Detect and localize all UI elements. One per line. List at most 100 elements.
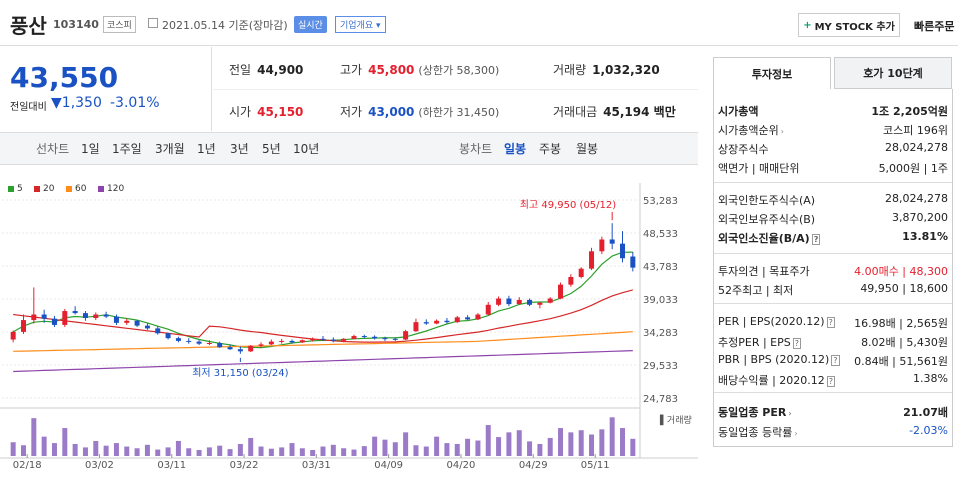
volume-bar: [558, 428, 564, 456]
chevron-right-icon[interactable]: ›: [780, 127, 784, 136]
invest-info-label: 추정PER | EPS?: [718, 336, 801, 349]
candle-body: [155, 328, 161, 334]
invest-info-row[interactable]: 동일업종 PER › 21.07배: [718, 404, 948, 420]
tab-weekly[interactable]: 주봉: [539, 142, 562, 156]
candle-body: [72, 311, 78, 314]
invest-info-row: 시가총액 1조 2,205억원: [718, 103, 948, 119]
volume-bar: [568, 432, 574, 456]
invest-info-label: 배당수익률 | 2020.12?: [718, 374, 836, 387]
tab-3m[interactable]: 3개월: [155, 142, 185, 156]
y-tick-label: 43,783: [643, 262, 678, 273]
tab-invest-info[interactable]: 투자정보: [713, 57, 831, 89]
candle-body: [475, 314, 481, 320]
volume-bar: [279, 447, 285, 456]
candle-body: [186, 340, 192, 342]
help-icon[interactable]: ?: [792, 338, 801, 349]
stat-high: 고가 45,800 (상한가 58,300): [340, 63, 500, 77]
tab-1y[interactable]: 1년: [197, 142, 216, 156]
volume-bar: [599, 429, 605, 456]
candle-body: [547, 298, 553, 303]
help-icon[interactable]: ?: [831, 355, 840, 366]
volume-bar: [372, 436, 378, 456]
ma-line-60: [13, 331, 633, 352]
help-icon[interactable]: ?: [826, 317, 835, 328]
stat-open: 시가 45,150: [229, 105, 304, 119]
change-percent: -3.01%: [110, 95, 160, 111]
volume-bar: [227, 449, 233, 456]
tab-10y[interactable]: 10년: [293, 142, 320, 156]
invest-info-value: 28,024,278: [885, 141, 948, 154]
realtime-button[interactable]: 실시간: [294, 16, 327, 33]
candle-body: [485, 304, 491, 315]
candle-body: [330, 339, 336, 341]
company-info-dropdown[interactable]: 기업개요 ▾: [335, 16, 386, 33]
volume-bar: [62, 428, 68, 456]
invest-info-value: 3,870,200: [892, 211, 948, 224]
volume-bar: [423, 446, 429, 456]
tab-3y[interactable]: 3년: [230, 142, 249, 156]
candle-body: [320, 338, 326, 340]
candle-body: [434, 320, 440, 324]
volume-bar: [144, 444, 150, 456]
candle-body: [578, 268, 584, 277]
y-tick-label: 39,033: [643, 295, 678, 306]
stock-code: 103140: [53, 18, 99, 31]
candle-body: [568, 276, 574, 285]
y-tick-label: 29,533: [643, 361, 678, 372]
invest-info-label: 상장주식수: [718, 143, 769, 156]
volume-bar: [506, 432, 512, 456]
invest-info-label: PER | EPS(2020.12)?: [718, 315, 835, 328]
tab-5y[interactable]: 5년: [262, 142, 281, 156]
legend-ma20: 20: [34, 184, 54, 194]
tab-monthly[interactable]: 월봉: [576, 142, 599, 156]
y-tick-label: 24,783: [643, 394, 678, 405]
candle-body: [289, 340, 295, 343]
x-tick-label: 03/22: [230, 460, 259, 471]
invest-info-row[interactable]: 시가총액순위 › 코스피 196위: [718, 122, 948, 138]
volume-bar: [413, 445, 419, 456]
volume-bar: [630, 438, 636, 456]
volume-bar: [10, 442, 16, 456]
volume-bar: [578, 430, 584, 456]
add-mystock-button[interactable]: + MY STOCK 추가: [798, 13, 900, 37]
volume-bar: [124, 446, 130, 456]
volume-bar: [475, 440, 481, 456]
stat-amount: 거래대금 45,194 백만: [553, 105, 676, 119]
invest-info-value: 0.84배 | 51,561원: [854, 355, 948, 368]
candle-body: [423, 322, 429, 324]
candle-body: [258, 344, 264, 346]
candle-body: [361, 336, 367, 338]
candle-body: [413, 322, 419, 332]
x-tick-label: 02/18: [13, 460, 42, 471]
chevron-right-icon[interactable]: ›: [788, 409, 792, 418]
candle-body: [506, 298, 512, 305]
candle-body: [454, 317, 460, 323]
chevron-right-icon[interactable]: ›: [794, 429, 798, 438]
candle-body: [465, 317, 471, 320]
invest-info-label: 투자의견 | 목표주가: [718, 265, 810, 278]
help-icon[interactable]: ?: [826, 376, 836, 387]
stat-low: 저가 43,000 (하한가 31,450): [340, 105, 500, 119]
price-box: [0, 47, 212, 131]
high-annotation: 최고 49,950 (05/12): [520, 199, 616, 211]
candle-body: [31, 314, 37, 321]
invest-info-label: PBR | BPS (2020.12)?: [718, 353, 840, 366]
quick-order-link[interactable]: 빠른주문: [914, 20, 955, 33]
tab-1w[interactable]: 1주일: [112, 142, 142, 156]
tab-1d[interactable]: 1일: [81, 142, 100, 156]
volume-bar: [320, 446, 326, 456]
tab-daily[interactable]: 일봉: [504, 142, 527, 156]
candle-body: [372, 336, 378, 339]
invest-info-row: 외국인한도주식수(A) 28,024,278: [718, 192, 948, 208]
volume-bar: [134, 448, 140, 456]
candle-chart-label[interactable]: 봉차트: [459, 142, 493, 156]
help-icon[interactable]: ?: [811, 234, 821, 245]
tab-hoga[interactable]: 호가 10단계: [834, 57, 952, 89]
invest-info-row: 52주최고 | 최저 49,950 | 18,600: [718, 282, 948, 298]
legend-ma120: 120: [98, 184, 124, 194]
line-chart-label[interactable]: 선차트: [36, 142, 70, 156]
invest-info-row[interactable]: 동일업종 등락률 › -2.03%: [718, 424, 948, 440]
price-chart[interactable]: 53,283 48,533 43,783 39,033 34,283 29,533 24,7…: [0, 168, 698, 480]
invest-info-label: 외국인한도주식수(A): [718, 194, 816, 207]
invest-info-label: 동일업종 등락률 ›: [718, 426, 798, 439]
